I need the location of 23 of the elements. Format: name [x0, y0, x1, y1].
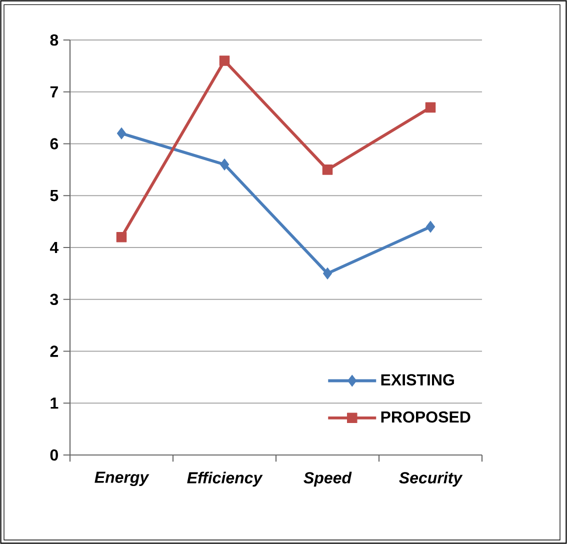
y-tick-label: 2 — [50, 346, 58, 357]
point — [219, 56, 230, 66]
point — [322, 268, 332, 280]
y-tick-label: 1 — [50, 398, 58, 409]
point — [220, 158, 230, 170]
x-tick-label: Speed — [304, 472, 352, 487]
legend-label: EXISTING — [381, 374, 454, 386]
y-tick-label: 8 — [50, 34, 58, 46]
y-tick-label: 6 — [50, 138, 58, 150]
point — [116, 232, 127, 242]
legend-label: PROPOSED — [381, 411, 470, 423]
point — [322, 164, 333, 175]
point — [425, 102, 436, 113]
y-tick-label: 0 — [50, 449, 58, 461]
y-tick-label: 3 — [50, 294, 58, 306]
point — [426, 220, 436, 233]
x-tick-label: Security — [399, 472, 463, 487]
y-tick-label: 7 — [50, 86, 58, 98]
point — [116, 127, 126, 140]
x-tick-label: Efficiency — [187, 472, 263, 487]
y-tick-label: 5 — [50, 190, 58, 202]
x-tick-label: Energy — [94, 472, 150, 486]
y-tick-label: 4 — [50, 242, 59, 254]
